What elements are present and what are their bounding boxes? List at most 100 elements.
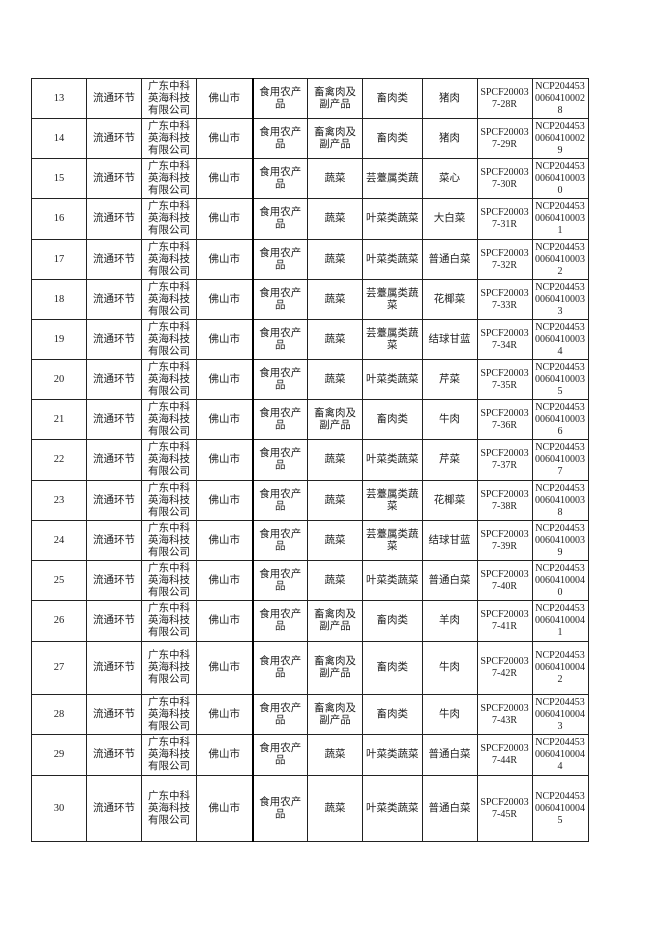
cell-food-subcategory: 蔬菜 [307,198,363,240]
table-row: 13 流通环节 广东中科英海科技有限公司 佛山市 食用农产品 畜禽肉及副产品 畜肉类 猪肉 SP… [31,78,589,119]
cell-food-subcategory: 畜禽肉及副产品 [307,399,363,440]
cell-link: 流通环节 [86,775,142,842]
cell-link: 流通环节 [86,279,142,320]
cell-food-subcategory: 蔬菜 [307,439,363,481]
cell-row-number: 30 [31,775,87,842]
table-body: 13 流通环节 广东中科英海科技有限公司 佛山市 食用农产品 畜禽肉及副产品 畜肉类 猪肉 SP… [31,78,589,842]
cell-report-number: NCP20445300604100037 [531,439,589,481]
cell-sampled-company: 广东中科英海科技有限公司 [141,641,197,695]
cell-food-type: 叶菜类蔬菜 [362,239,423,280]
cell-food-subcategory: 蔬菜 [307,734,363,776]
cell-sample-name: 牛肉 [421,641,478,695]
table-row: 22 流通环节 广东中科英海科技有限公司 佛山市 食用农产品 蔬菜 叶菜类蔬菜 芹菜 SPCF2… [31,439,589,481]
cell-row-number: 18 [31,279,87,320]
cell-food-category: 食用农产品 [252,600,308,642]
cell-sample-code: SPCF200037-36R [476,399,533,440]
cell-row-number: 23 [31,480,87,521]
cell-city: 佛山市 [196,480,254,521]
cell-sample-name: 菜心 [421,158,478,199]
cell-sample-code: SPCF200037-45R [476,775,533,842]
cell-city: 佛山市 [196,560,254,601]
table-row: 15 流通环节 广东中科英海科技有限公司 佛山市 食用农产品 蔬菜 芸薹属类蔬 菜心 SPCF2… [31,158,589,199]
cell-report-number: NCP20445300604100032 [531,239,589,280]
cell-sample-code: SPCF200037-40R [476,560,533,601]
cell-link: 流通环节 [86,78,142,119]
cell-sampled-company: 广东中科英海科技有限公司 [141,600,197,642]
cell-sample-name: 芹菜 [421,359,478,400]
cell-sample-name: 牛肉 [421,399,478,440]
cell-food-subcategory: 畜禽肉及副产品 [307,694,363,735]
cell-food-category: 食用农产品 [252,198,308,240]
cell-report-number: NCP20445300604100031 [531,198,589,240]
cell-food-subcategory: 蔬菜 [307,359,363,400]
cell-food-type: 芸薹属类蔬菜 [362,520,423,561]
cell-sampled-company: 广东中科英海科技有限公司 [141,560,197,601]
cell-city: 佛山市 [196,399,254,440]
table-row: 24 流通环节 广东中科英海科技有限公司 佛山市 食用农产品 蔬菜 芸薹属类蔬菜 结球甘蓝 SP… [31,520,589,561]
cell-row-number: 14 [31,118,87,159]
cell-food-type: 叶菜类蔬菜 [362,775,423,842]
cell-row-number: 25 [31,560,87,601]
cell-sampled-company: 广东中科英海科技有限公司 [141,694,197,735]
cell-food-category: 食用农产品 [252,775,308,842]
cell-food-type: 芸薹属类蔬 [362,158,423,199]
cell-link: 流通环节 [86,734,142,776]
cell-row-number: 20 [31,359,87,400]
table-row: 17 流通环节 广东中科英海科技有限公司 佛山市 食用农产品 蔬菜 叶菜类蔬菜 普通白菜 SPC… [31,239,589,280]
table-row: 23 流通环节 广东中科英海科技有限公司 佛山市 食用农产品 蔬菜 芸薹属类蔬菜 花椰菜 SPC… [31,480,589,521]
table-row: 19 流通环节 广东中科英海科技有限公司 佛山市 食用农产品 蔬菜 芸薹属类蔬菜 结球甘蓝 SP… [31,319,589,360]
cell-sample-code: SPCF200037-44R [476,734,533,776]
cell-report-number: NCP20445300604100028 [531,78,589,119]
cell-food-type: 畜肉类 [362,694,423,735]
cell-row-number: 28 [31,694,87,735]
cell-sample-name: 结球甘蓝 [421,319,478,360]
cell-sample-code: SPCF200037-33R [476,279,533,320]
cell-food-subcategory: 畜禽肉及副产品 [307,118,363,159]
cell-report-number: NCP20445300604100042 [531,641,589,695]
cell-sample-code: SPCF200037-34R [476,319,533,360]
cell-food-subcategory: 蔬菜 [307,775,363,842]
cell-row-number: 16 [31,198,87,240]
cell-sampled-company: 广东中科英海科技有限公司 [141,118,197,159]
table-row: 14 流通环节 广东中科英海科技有限公司 佛山市 食用农产品 畜禽肉及副产品 畜肉类 猪肉 SP… [31,118,589,159]
cell-sampled-company: 广东中科英海科技有限公司 [141,520,197,561]
cell-food-category: 食用农产品 [252,399,308,440]
cell-food-category: 食用农产品 [252,520,308,561]
cell-food-subcategory: 畜禽肉及副产品 [307,78,363,119]
cell-sample-code: SPCF200037-35R [476,359,533,400]
cell-report-number: NCP20445300604100043 [531,694,589,735]
cell-link: 流通环节 [86,600,142,642]
cell-sample-code: SPCF200037-38R [476,480,533,521]
cell-sample-code: SPCF200037-29R [476,118,533,159]
cell-row-number: 27 [31,641,87,695]
cell-food-category: 食用农产品 [252,239,308,280]
cell-food-category: 食用农产品 [252,359,308,400]
cell-food-subcategory: 蔬菜 [307,319,363,360]
cell-sample-code: SPCF200037-37R [476,439,533,481]
cell-report-number: NCP20445300604100029 [531,118,589,159]
cell-sample-code: SPCF200037-32R [476,239,533,280]
cell-report-number: NCP20445300604100034 [531,319,589,360]
cell-row-number: 21 [31,399,87,440]
cell-food-subcategory: 蔬菜 [307,480,363,521]
cell-report-number: NCP20445300604100038 [531,480,589,521]
cell-city: 佛山市 [196,775,254,842]
cell-sampled-company: 广东中科英海科技有限公司 [141,279,197,320]
cell-row-number: 15 [31,158,87,199]
cell-sample-name: 普通白菜 [421,734,478,776]
cell-food-category: 食用农产品 [252,694,308,735]
cell-food-type: 畜肉类 [362,600,423,642]
cell-sample-name: 普通白菜 [421,239,478,280]
cell-sampled-company: 广东中科英海科技有限公司 [141,399,197,440]
cell-food-type: 芸薹属类蔬菜 [362,279,423,320]
cell-report-number: NCP20445300604100036 [531,399,589,440]
table-row: 16 流通环节 广东中科英海科技有限公司 佛山市 食用农产品 蔬菜 叶菜类蔬菜 大白菜 SPCF… [31,198,589,240]
cell-sample-name: 花椰菜 [421,279,478,320]
cell-city: 佛山市 [196,439,254,481]
cell-food-subcategory: 蔬菜 [307,279,363,320]
cell-sample-name: 普通白菜 [421,560,478,601]
cell-sample-name: 大白菜 [421,198,478,240]
cell-food-subcategory: 蔬菜 [307,158,363,199]
cell-link: 流通环节 [86,694,142,735]
cell-sampled-company: 广东中科英海科技有限公司 [141,78,197,119]
